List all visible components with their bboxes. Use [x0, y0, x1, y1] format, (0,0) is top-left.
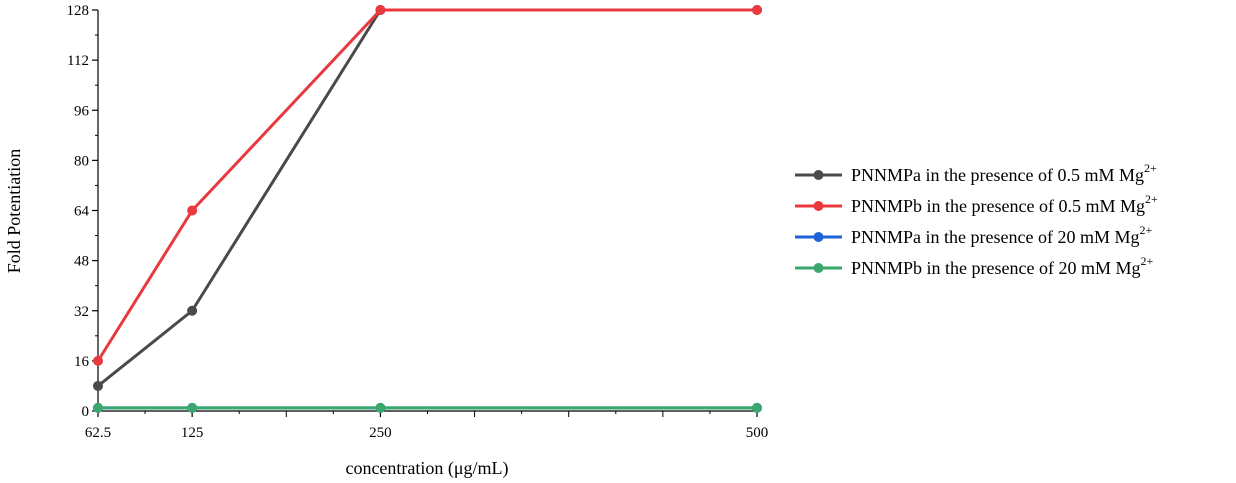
legend-label-text: PNNMPa in the presence of 20 mM Mg — [851, 227, 1139, 247]
data-point — [752, 5, 762, 15]
y-tick-label: 112 — [67, 53, 89, 69]
data-point — [187, 205, 198, 216]
series-2 — [93, 5, 762, 366]
x-tick-label: 250 — [369, 425, 392, 441]
y-tick-label: 0 — [82, 404, 90, 420]
data-point — [375, 5, 386, 15]
series-layer — [93, 5, 762, 413]
y-tick-label: 96 — [74, 103, 90, 119]
series-line — [97, 8, 757, 388]
x-tick-label: 125 — [181, 425, 204, 441]
legend-label-superscript: 2+ — [1139, 223, 1152, 237]
data-point — [752, 402, 762, 413]
y-tick-label: 80 — [74, 153, 89, 169]
legend-label-superscript: 2+ — [1140, 254, 1153, 268]
legend-item: PNNMPa in the presence of 0.5 mM Mg2+ — [795, 161, 1157, 185]
series-4 — [93, 402, 762, 413]
data-point — [93, 380, 103, 391]
x-ticks: 62.5 125 250 500 — [85, 411, 768, 441]
x-tick-label: 62.5 — [85, 425, 111, 441]
legend-label: PNNMPa in the presence of 0.5 mM Mg2+ — [851, 161, 1157, 185]
legend-label-text: PNNMPa in the presence of 0.5 mM Mg — [851, 165, 1144, 185]
legend-item: PNNMPa in the presence of 20 mM Mg2+ — [795, 223, 1152, 247]
x-tick-label: 500 — [746, 425, 769, 441]
legend-swatch-marker — [813, 263, 824, 273]
data-point — [187, 305, 198, 316]
legend-label: PNNMPb in the presence of 0.5 mM Mg2+ — [851, 192, 1158, 216]
legend-label-text: PNNMPb in the presence of 0.5 mM Mg — [851, 196, 1145, 216]
y-axis-title: Fold Potentiation — [4, 149, 24, 274]
y-ticks: 0 16 32 48 64 80 96 112 128 — [67, 3, 98, 420]
legend-label-superscript: 2+ — [1145, 192, 1158, 206]
legend-label: PNNMPa in the presence of 20 mM Mg2+ — [851, 223, 1152, 247]
series-line — [96, 8, 757, 362]
data-point — [187, 402, 198, 413]
y-tick-label: 64 — [74, 204, 90, 220]
y-tick-label: 16 — [74, 354, 90, 370]
x-axis-title: concentration (μg/mL) — [345, 458, 508, 479]
series-1 — [93, 5, 762, 391]
legend-label: PNNMPb in the presence of 20 mM Mg2+ — [851, 254, 1153, 278]
legend-swatch-marker — [813, 170, 824, 180]
y-tick-label: 128 — [67, 3, 90, 19]
data-point — [93, 402, 103, 413]
legend-swatch-marker — [813, 232, 824, 242]
legend-item: PNNMPb in the presence of 20 mM Mg2+ — [795, 254, 1153, 278]
y-tick-label: 32 — [74, 304, 89, 320]
legend-label-text: PNNMPb in the presence of 20 mM Mg — [851, 258, 1140, 278]
legend-label-superscript: 2+ — [1144, 161, 1157, 175]
data-point — [93, 355, 103, 366]
y-tick-label: 48 — [74, 254, 89, 270]
legend-item: PNNMPb in the presence of 0.5 mM Mg2+ — [795, 192, 1158, 216]
legend-swatch-marker — [813, 201, 824, 211]
legend: PNNMPa in the presence of 0.5 mM Mg2+PNN… — [795, 161, 1158, 278]
data-point — [375, 402, 386, 413]
